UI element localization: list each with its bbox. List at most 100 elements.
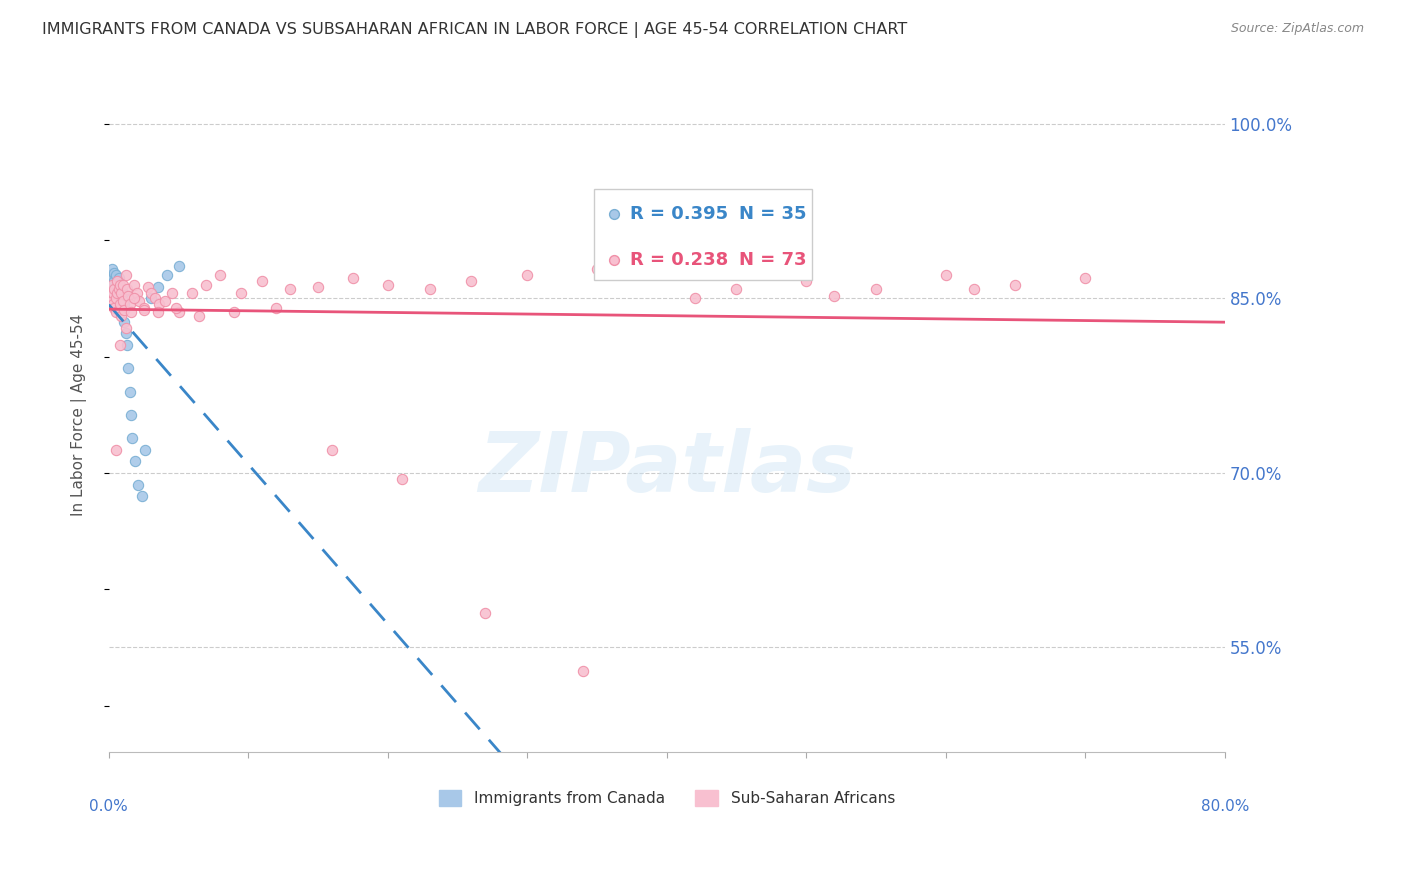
Point: [107, 270, 129, 285]
Point: [865, 282, 887, 296]
Text: R = 0.238: R = 0.238: [630, 251, 728, 268]
Point: [146, 280, 169, 294]
Text: IMMIGRANTS FROM CANADA VS SUBSAHARAN AFRICAN IN LABOR FORCE | AGE 45-54 CORRELAT: IMMIGRANTS FROM CANADA VS SUBSAHARAN AFR…: [42, 22, 907, 38]
Point: [391, 472, 413, 486]
Point: [460, 274, 482, 288]
Point: [1074, 270, 1097, 285]
Point: [278, 282, 301, 296]
Point: [139, 285, 162, 300]
Point: [181, 285, 204, 300]
Point: [110, 285, 132, 300]
Point: [115, 282, 138, 296]
Point: [114, 326, 136, 341]
Point: [103, 301, 125, 315]
Point: [110, 309, 132, 323]
Point: [143, 292, 166, 306]
Point: [125, 285, 148, 300]
Point: [165, 301, 187, 315]
Legend: Immigrants from Canada, Sub-Saharan Africans: Immigrants from Canada, Sub-Saharan Afri…: [433, 784, 901, 812]
Point: [725, 282, 748, 296]
Point: [167, 305, 190, 319]
FancyBboxPatch shape: [595, 189, 811, 280]
Point: [104, 282, 127, 296]
Point: [655, 256, 678, 270]
Point: [231, 285, 253, 300]
Point: [114, 268, 136, 283]
Point: [112, 303, 135, 318]
Point: [108, 277, 131, 292]
Point: [105, 274, 128, 288]
Point: [108, 338, 131, 352]
Point: [134, 442, 156, 457]
Point: [730, 431, 752, 445]
Point: [107, 285, 129, 300]
Point: [122, 292, 145, 306]
Point: [100, 293, 122, 308]
Point: [103, 282, 125, 296]
Point: [103, 285, 125, 300]
Point: [146, 305, 169, 319]
Point: [121, 431, 143, 445]
Point: [108, 301, 131, 315]
Point: [823, 289, 845, 303]
Point: [100, 282, 122, 296]
Text: 80.0%: 80.0%: [1201, 798, 1249, 814]
Point: [307, 280, 329, 294]
Point: [136, 280, 159, 294]
Point: [107, 303, 129, 318]
Text: N = 73: N = 73: [740, 251, 807, 268]
Point: [586, 262, 609, 277]
Point: [107, 282, 129, 296]
Point: [117, 361, 139, 376]
Point: [132, 303, 155, 318]
Point: [101, 297, 124, 311]
Point: [419, 282, 441, 296]
Point: [111, 277, 134, 292]
Point: [132, 301, 155, 315]
Point: [101, 285, 124, 300]
Point: [117, 289, 139, 303]
Point: [122, 277, 145, 292]
Point: [118, 297, 141, 311]
Point: [103, 266, 125, 280]
Point: [112, 297, 135, 311]
Y-axis label: In Labor Force | Age 45-54: In Labor Force | Age 45-54: [72, 314, 87, 516]
Point: [104, 305, 127, 319]
Point: [128, 293, 150, 308]
Point: [794, 274, 817, 288]
Text: N = 35: N = 35: [740, 205, 807, 223]
Point: [110, 292, 132, 306]
Point: [108, 297, 131, 311]
Point: [131, 489, 153, 503]
Point: [105, 293, 128, 308]
Point: [111, 293, 134, 308]
Point: [127, 477, 149, 491]
Point: [377, 277, 399, 292]
Point: [105, 285, 128, 300]
Point: [124, 454, 146, 468]
Point: [104, 292, 127, 306]
Point: [108, 282, 131, 296]
Point: [474, 606, 496, 620]
Point: [100, 262, 122, 277]
Point: [224, 305, 246, 319]
Point: [188, 309, 211, 323]
Point: [98, 289, 121, 303]
Point: [104, 442, 127, 457]
Point: [114, 320, 136, 334]
Point: [120, 408, 142, 422]
Point: [935, 268, 957, 283]
Point: [98, 268, 121, 283]
Point: [101, 270, 124, 285]
Point: [148, 297, 170, 311]
Point: [209, 268, 232, 283]
Point: [111, 285, 134, 300]
Point: [153, 293, 176, 308]
Point: [683, 292, 706, 306]
Point: [160, 285, 183, 300]
Point: [118, 384, 141, 399]
Point: [321, 442, 343, 457]
Point: [105, 277, 128, 292]
Point: [167, 259, 190, 273]
Point: [1004, 277, 1026, 292]
